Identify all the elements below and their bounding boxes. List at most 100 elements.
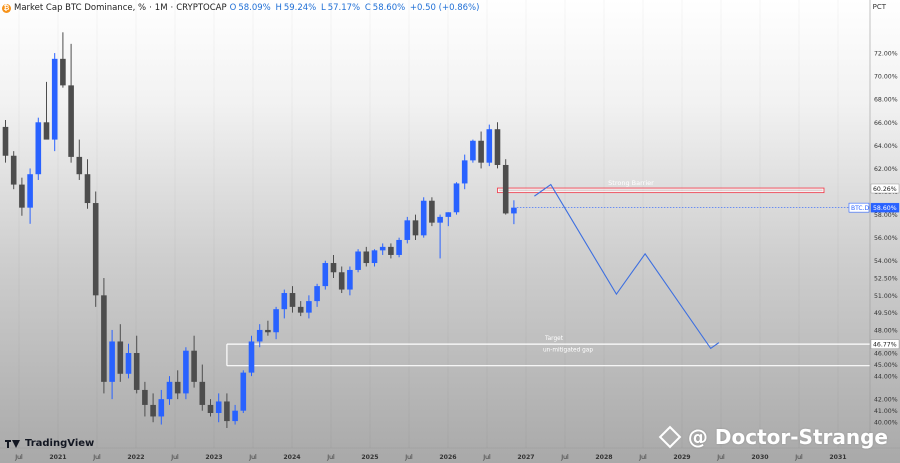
- candle[interactable]: [76, 139, 83, 180]
- scale-mode[interactable]: PCT: [872, 3, 886, 11]
- candle[interactable]: [461, 154, 468, 190]
- candle[interactable]: [379, 243, 386, 255]
- candle[interactable]: [322, 260, 329, 290]
- candle-body: [306, 301, 312, 313]
- candle-body: [133, 353, 140, 390]
- candle[interactable]: [43, 81, 50, 140]
- candle-body: [240, 372, 247, 411]
- candle[interactable]: [289, 286, 296, 313]
- candle-body: [453, 183, 460, 213]
- candle[interactable]: [502, 159, 509, 215]
- candle[interactable]: [150, 393, 156, 423]
- candle[interactable]: [215, 393, 222, 423]
- candle[interactable]: [183, 347, 189, 400]
- candle[interactable]: [84, 159, 91, 209]
- candle[interactable]: [494, 122, 501, 169]
- candle[interactable]: [437, 214, 443, 259]
- candle[interactable]: [511, 200, 517, 225]
- candle[interactable]: [486, 124, 493, 167]
- candle[interactable]: [191, 335, 197, 388]
- candle[interactable]: [363, 246, 370, 267]
- candle[interactable]: [224, 393, 230, 428]
- candle[interactable]: [158, 389, 165, 425]
- candle[interactable]: [388, 243, 394, 259]
- candle-body: [256, 329, 263, 342]
- candle-body: [142, 389, 148, 405]
- candle[interactable]: [453, 182, 460, 215]
- candle[interactable]: [297, 301, 304, 317]
- platform-name: TradingView: [25, 438, 95, 449]
- candle[interactable]: [248, 335, 255, 377]
- candle-body: [84, 174, 91, 204]
- candle[interactable]: [19, 177, 25, 216]
- price-tick-label: 46.00%: [874, 351, 898, 358]
- candle[interactable]: [60, 32, 66, 88]
- time-tick-label: Jul: [482, 454, 491, 461]
- tradingview-branding[interactable]: TradingView: [5, 438, 94, 449]
- interval[interactable]: 1M: [154, 3, 168, 13]
- candle[interactable]: [420, 197, 427, 238]
- candle[interactable]: [396, 237, 402, 258]
- candle[interactable]: [142, 381, 148, 417]
- candle-body: [486, 129, 493, 163]
- candle[interactable]: [2, 119, 9, 163]
- candle[interactable]: [35, 117, 42, 180]
- candle[interactable]: [101, 278, 107, 394]
- candle[interactable]: [273, 306, 279, 340]
- gap-label: un-mitigated gap: [543, 348, 593, 354]
- candle[interactable]: [445, 212, 452, 227]
- candle[interactable]: [133, 335, 140, 394]
- price-axis[interactable]: 72.00%70.00%68.00%66.00%64.00%62.00%60.0…: [0, 0, 900, 449]
- strong-barrier-inner: [498, 188, 824, 193]
- high-value: 59.24%: [283, 3, 317, 13]
- price-tick-label: 66.00%: [874, 120, 898, 127]
- symbol-legend[interactable]: ₿ Market Cap BTC Dominance, % · 1M · CRY…: [2, 3, 480, 13]
- candle[interactable]: [478, 131, 484, 169]
- candle[interactable]: [281, 289, 288, 319]
- candle[interactable]: [265, 320, 271, 336]
- candle-body: [461, 160, 468, 184]
- candle[interactable]: [338, 266, 345, 294]
- candle[interactable]: [207, 399, 214, 417]
- candle[interactable]: [412, 214, 419, 240]
- candle[interactable]: [240, 370, 247, 414]
- candle[interactable]: [232, 404, 238, 425]
- price-tick-label: 54.00%: [874, 258, 898, 265]
- candle[interactable]: [109, 329, 115, 400]
- price-tick-label: 49.50%: [874, 310, 898, 317]
- candle[interactable]: [314, 283, 320, 307]
- candle[interactable]: [10, 151, 17, 190]
- symbol-tag: BTC.D: [851, 205, 870, 212]
- time-axis[interactable]: Jul 2021 Jul 2022 Jul 2023 Jul 2024 Jul 2025 Jul 20…: [14, 454, 846, 461]
- candle[interactable]: [27, 168, 33, 224]
- candle[interactable]: [256, 324, 263, 348]
- candle[interactable]: [404, 216, 411, 244]
- candle[interactable]: [429, 197, 435, 227]
- candle-body: [396, 239, 402, 255]
- candle[interactable]: [68, 43, 74, 163]
- candle[interactable]: [51, 53, 58, 152]
- candle[interactable]: [117, 324, 124, 382]
- candle[interactable]: [166, 376, 173, 405]
- target-label: Target: [544, 336, 564, 342]
- candle[interactable]: [199, 364, 206, 411]
- candle-body: [183, 350, 189, 394]
- candle[interactable]: [355, 249, 361, 273]
- candle[interactable]: [92, 191, 99, 307]
- candle[interactable]: [174, 370, 181, 400]
- price-label-text: 60.26%: [873, 186, 897, 193]
- candle[interactable]: [306, 295, 312, 319]
- candle-body: [437, 216, 443, 223]
- candle[interactable]: [470, 139, 476, 163]
- candle-body: [330, 263, 337, 273]
- candle[interactable]: [371, 249, 378, 267]
- candle-body: [265, 329, 271, 333]
- candle[interactable]: [125, 343, 132, 379]
- candles[interactable]: [2, 32, 870, 428]
- candle-body: [51, 58, 58, 140]
- candle[interactable]: [347, 266, 353, 296]
- time-tick-label: Jul: [404, 454, 413, 461]
- candle[interactable]: [330, 254, 337, 279]
